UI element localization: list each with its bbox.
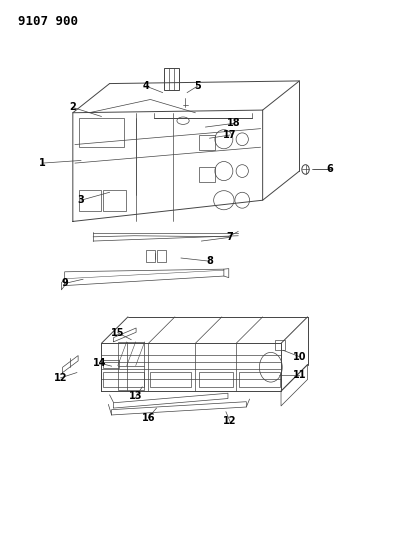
Bar [239, 372, 280, 387]
Bar [146, 250, 155, 262]
Bar [118, 342, 144, 390]
Text: 12: 12 [223, 416, 237, 426]
Text: 14: 14 [92, 358, 106, 368]
Text: 10: 10 [293, 352, 306, 361]
Text: 9107 900: 9107 900 [18, 14, 78, 28]
Bar [199, 167, 215, 182]
Bar [275, 340, 285, 350]
Bar [157, 250, 166, 262]
Bar [150, 372, 191, 387]
Bar [104, 190, 126, 211]
Text: 4: 4 [143, 81, 150, 91]
Text: 3: 3 [78, 195, 84, 205]
Text: 17: 17 [223, 130, 237, 140]
Text: 1: 1 [39, 158, 46, 168]
Text: 6: 6 [327, 165, 333, 174]
Bar [79, 190, 102, 211]
Bar [79, 118, 124, 147]
Text: 15: 15 [111, 328, 125, 338]
Text: 18: 18 [227, 118, 241, 128]
Bar [199, 372, 233, 387]
Text: 11: 11 [293, 370, 306, 380]
Bar [104, 372, 144, 387]
Text: 8: 8 [206, 256, 213, 266]
Text: 9: 9 [61, 278, 68, 288]
Bar [199, 135, 215, 150]
Text: 5: 5 [194, 81, 201, 91]
Text: 2: 2 [69, 102, 76, 112]
Text: 12: 12 [54, 373, 67, 383]
Text: 13: 13 [129, 391, 143, 401]
Text: 16: 16 [142, 413, 155, 423]
Bar [164, 68, 179, 91]
Bar [103, 360, 119, 368]
Text: 7: 7 [226, 232, 233, 243]
